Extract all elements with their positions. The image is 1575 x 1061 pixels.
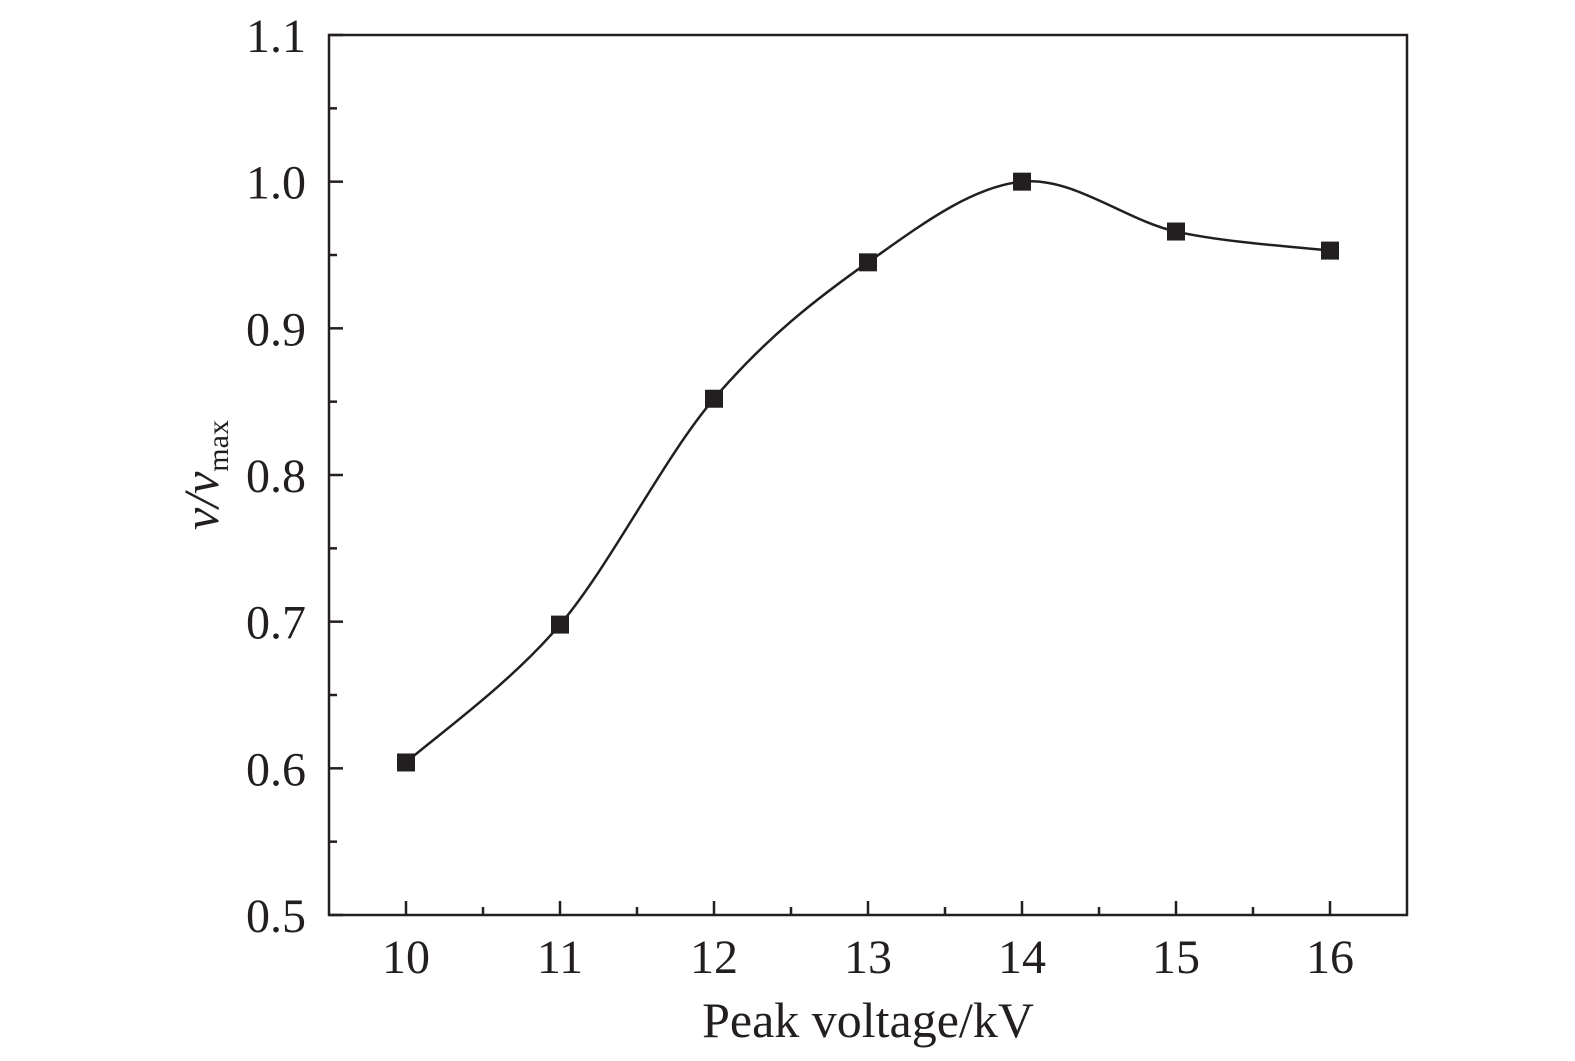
data-point-marker bbox=[705, 389, 723, 408]
y-tick-label: 0.9 bbox=[246, 303, 306, 356]
data-point-marker bbox=[1167, 222, 1185, 241]
x-tick-label: 11 bbox=[537, 931, 583, 984]
data-point-marker bbox=[1013, 172, 1031, 191]
y-tick-label: 1.1 bbox=[246, 10, 306, 63]
x-tick-label: 14 bbox=[998, 931, 1046, 984]
y-axis-title-subscript: max bbox=[202, 420, 235, 472]
data-point-marker bbox=[551, 615, 569, 634]
plot-frame bbox=[327, 33, 1409, 917]
y-tick-label: 0.5 bbox=[246, 890, 306, 943]
y-tick-label: 0.8 bbox=[246, 450, 306, 503]
y-tick-label: 0.7 bbox=[246, 597, 306, 650]
y-tick-label: 1.0 bbox=[246, 157, 306, 210]
data-point-marker bbox=[397, 753, 415, 772]
x-tick-label: 12 bbox=[690, 931, 738, 984]
axis-ticks bbox=[329, 33, 1332, 917]
series-markers bbox=[397, 172, 1339, 772]
x-tick-labels: 10 11 12 13 14 15 16 bbox=[382, 931, 1354, 984]
x-axis-title: Peak voltage/kV bbox=[702, 992, 1034, 1048]
data-point-marker bbox=[859, 253, 877, 272]
x-tick-label: 13 bbox=[844, 931, 892, 984]
y-tick-label: 0.6 bbox=[246, 743, 306, 796]
data-point-marker bbox=[1321, 241, 1339, 260]
x-tick-label: 10 bbox=[382, 931, 430, 984]
x-tick-label: 16 bbox=[1306, 931, 1354, 984]
x-tick-label: 15 bbox=[1152, 931, 1200, 984]
y-axis-title-main: v/v bbox=[173, 471, 229, 530]
y-axis-title: v/vmax bbox=[173, 420, 235, 530]
y-tick-labels: 0.5 0.6 0.7 0.8 0.9 1.0 1.1 bbox=[246, 10, 306, 943]
